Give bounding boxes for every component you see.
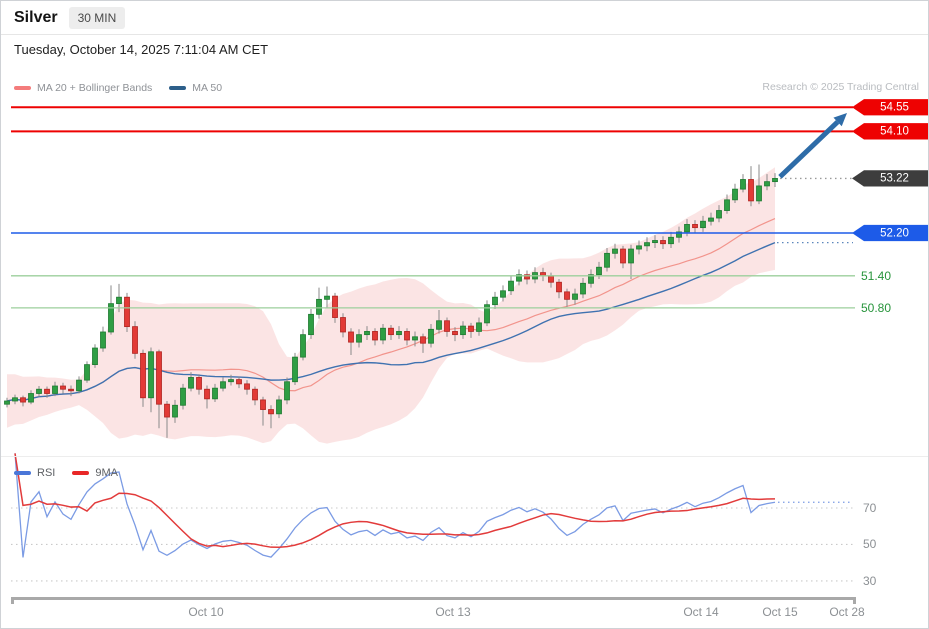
rsi-level-30: 30 xyxy=(863,573,877,588)
indicator-legend: MA 20 + Bollinger Bands MA 50 xyxy=(14,81,919,95)
ma50-label: MA 50 xyxy=(192,82,223,94)
ma20-bollinger-swatch-icon xyxy=(14,86,31,90)
resistance-tag-54-55: 54.55 xyxy=(852,99,928,116)
rsi-label: RSI xyxy=(37,467,56,479)
ma20-bollinger-label: MA 20 + Bollinger Bands xyxy=(37,82,153,94)
support-label-50-80: 50.80 xyxy=(861,300,892,315)
resistance-tag-54-10: 54.10 xyxy=(852,123,928,140)
rsi-9ma-label: 9MA xyxy=(95,467,118,479)
x-tick-oct-15: Oct 15 xyxy=(762,605,798,619)
x-tick-oct-14: Oct 14 xyxy=(683,605,719,619)
timeframe-badge: 30 MIN xyxy=(68,6,126,29)
header-bar: Silver 30 MIN xyxy=(1,1,928,35)
ma50-swatch-icon xyxy=(169,86,187,90)
instrument-title: Silver xyxy=(14,8,58,26)
pivot-tag-52-20: 52.20 xyxy=(852,224,928,242)
panel-divider xyxy=(1,456,928,457)
support-label-51-40: 51.40 xyxy=(861,268,892,283)
rsi-level-50: 50 xyxy=(863,537,877,552)
x-tick-oct-10: Oct 10 xyxy=(188,605,224,619)
x-tick-oct-28: Oct 28 xyxy=(829,605,865,619)
x-tick-oct-13: Oct 13 xyxy=(435,605,471,619)
last-price-tag-53-22: 53.22 xyxy=(852,170,928,187)
rsi-swatch-icon xyxy=(14,471,31,475)
rsi-level-70: 70 xyxy=(863,501,877,515)
attribution-text: Research © 2025 Trading Central xyxy=(762,81,919,93)
rsi-legend: RSI 9MA xyxy=(14,467,135,479)
rsi-9ma-swatch-icon xyxy=(72,471,90,475)
chart-datetime: Tuesday, October 14, 2025 7:11:04 AM CET xyxy=(14,42,269,57)
chart-scrollbar[interactable] xyxy=(11,597,856,604)
